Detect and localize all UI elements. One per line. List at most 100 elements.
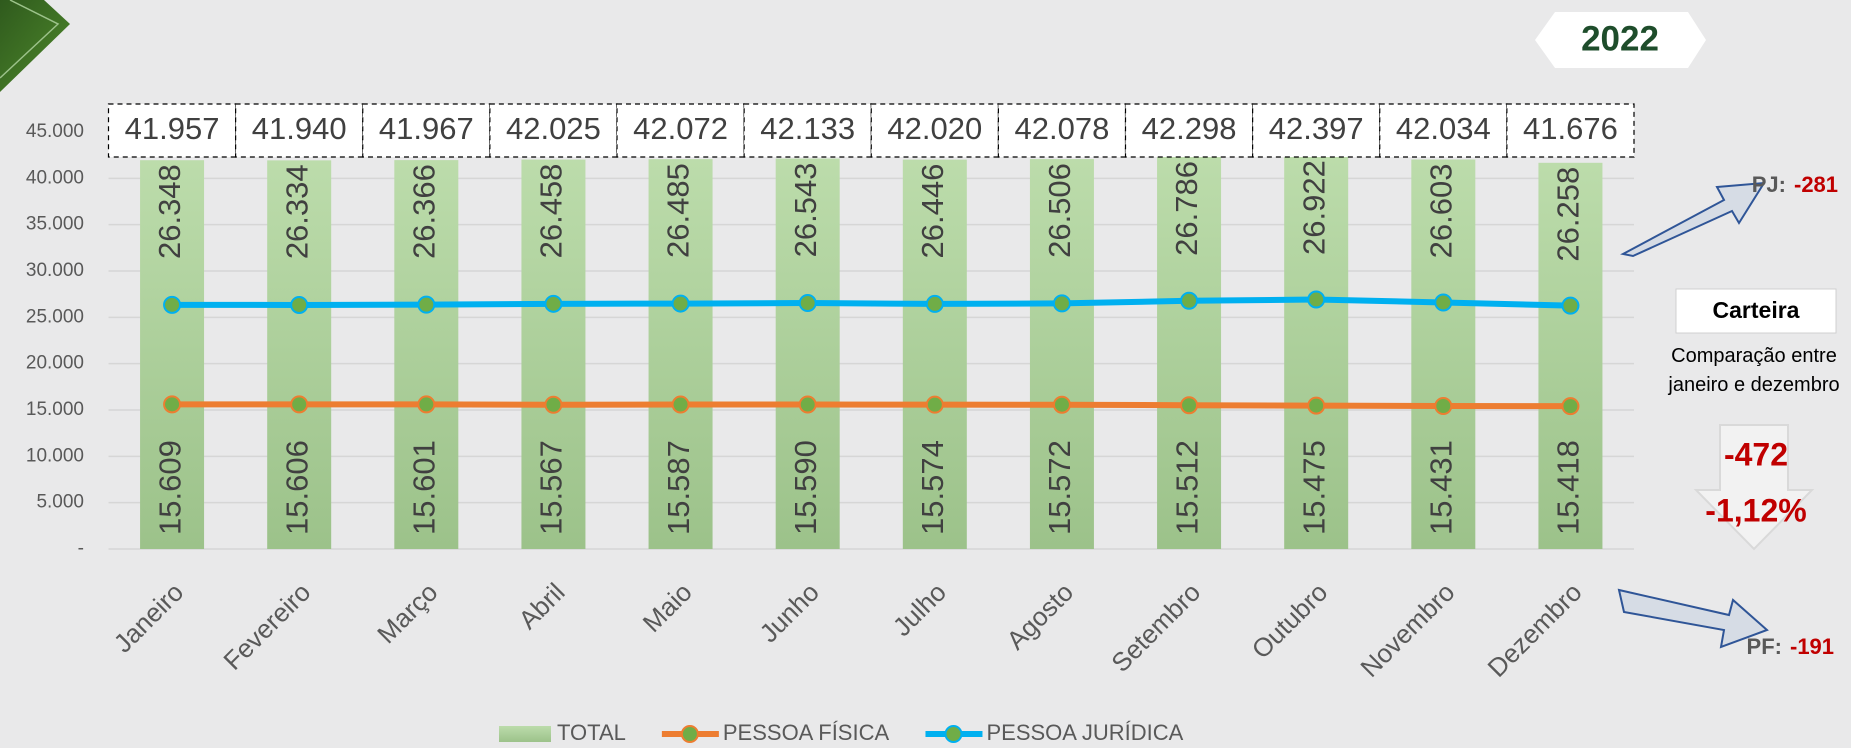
down-arrow [1693,424,1815,551]
legend-label: TOTAL [557,720,626,745]
y-tick-label: 20.000 [26,353,84,374]
total-label: 42.397 [1269,111,1364,146]
y-tick-label: 35.000 [26,214,84,235]
box [1675,288,1837,334]
total-label: 42.072 [633,111,728,146]
value-label: 26.506 [1042,163,1077,258]
value-label: 26.458 [534,164,569,259]
marker [1180,396,1199,415]
bar [267,160,332,549]
total-label: 41.967 [379,111,474,146]
x-tick-label: Maio [637,577,698,638]
marker [1052,294,1071,313]
marker [290,395,309,414]
value-label: 15.574 [915,440,950,535]
marker [544,294,563,313]
marker [1434,293,1453,312]
bar [1157,157,1222,550]
value-label: 15.609 [152,440,187,535]
bar [902,159,967,549]
y-tick-label: 25.000 [26,306,84,327]
total-label: 42.298 [1142,111,1237,146]
value-label: 26.922 [1296,160,1331,255]
total-label-box [107,103,237,158]
pj-value: -281 [1794,172,1838,197]
value-label: 26.348 [152,164,187,259]
box-text: Comparação entre janeiro e dezembro [1668,345,1840,396]
bar [1538,162,1603,549]
y-tick-label: 10.000 [26,445,84,466]
value-label: 26.543 [788,163,823,258]
total-label-box [362,103,491,158]
badge: 2022 [1581,19,1659,58]
pj-label: PJ: [1752,172,1786,197]
y-tick-label: 45.000 [26,121,84,142]
value-label: 15.572 [1042,440,1077,535]
y-tick-label: - [78,538,84,559]
value-label: 26.258 [1551,167,1586,262]
marker [925,294,944,313]
pj-arrow [1620,181,1766,258]
box-title: Carteira [1713,297,1800,323]
marker [798,395,817,414]
marker [671,294,690,313]
total-label-box [1506,103,1635,158]
value-label: 26.603 [1424,163,1459,258]
marker [290,295,309,314]
bar [140,160,205,549]
x-tick-label: Julho [887,577,952,642]
legend-swatch [499,726,551,742]
value-label: 15.512 [1169,440,1204,535]
total-label: 41.940 [252,111,347,146]
marker [163,295,182,314]
y-tick-label: 5.000 [36,492,84,513]
x-tick-label: Setembro [1105,577,1206,678]
marker [1561,296,1580,315]
pf-value: -191 [1790,634,1834,659]
bar [1411,159,1476,550]
total-label: 42.034 [1396,111,1491,146]
bar [1284,156,1349,549]
x-tick-label: Março [371,577,443,649]
marker [1180,291,1199,310]
total-label-box [870,103,999,158]
x-tick-label: Janeiro [108,577,190,659]
marker [417,395,436,414]
value-label: 15.590 [788,440,823,535]
value-label: 15.567 [534,440,569,535]
total-label: 41.676 [1523,111,1618,146]
y-tick-label: 15.000 [26,399,84,420]
value-label: 15.606 [279,440,314,535]
marker [925,395,944,414]
total-label-box [1124,103,1254,158]
x-tick-label: Agosto [1001,577,1079,655]
marker [544,395,563,414]
x-tick-label: Novembro [1354,577,1460,683]
y-tick-label: 30.000 [26,260,84,281]
value-label: 26.334 [279,164,314,259]
marker [798,294,817,313]
pf-label: PF: [1747,634,1782,659]
x-tick-label: Outubro [1246,577,1334,665]
value-label: 26.366 [407,164,442,259]
value-label: 15.587 [661,440,696,535]
line [172,296,1571,309]
marker [1434,397,1453,416]
x-tick-label: Abril [513,577,571,635]
value-label: 15.418 [1551,440,1586,535]
x-tick-label: Junho [753,577,824,648]
total-label: 42.020 [887,111,982,146]
value-label: 15.431 [1424,440,1459,535]
value-label: 26.485 [661,163,696,258]
legend-label: PESSOA JURÍDICA [986,720,1183,745]
legend-marker [680,725,699,743]
value-label: 15.601 [407,440,442,535]
total-change-pct: -1,12% [1705,492,1806,528]
total-label: 42.078 [1015,111,1110,146]
bar [775,158,840,549]
total-label: 42.025 [506,111,601,146]
value-label: 15.475 [1296,440,1331,535]
pf-arrow [1617,588,1769,649]
